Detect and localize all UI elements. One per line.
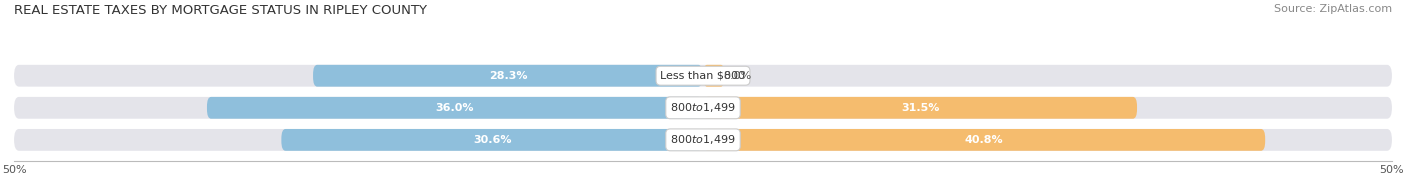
Text: 28.3%: 28.3% <box>489 71 527 81</box>
Text: 0.0%: 0.0% <box>724 71 752 81</box>
FancyBboxPatch shape <box>703 129 1265 151</box>
Text: 36.0%: 36.0% <box>436 103 474 113</box>
FancyBboxPatch shape <box>314 65 703 87</box>
FancyBboxPatch shape <box>14 65 1392 87</box>
FancyBboxPatch shape <box>703 65 724 87</box>
Text: Source: ZipAtlas.com: Source: ZipAtlas.com <box>1274 4 1392 14</box>
Text: 30.6%: 30.6% <box>472 135 512 145</box>
Text: REAL ESTATE TAXES BY MORTGAGE STATUS IN RIPLEY COUNTY: REAL ESTATE TAXES BY MORTGAGE STATUS IN … <box>14 4 427 17</box>
Text: $800 to $1,499: $800 to $1,499 <box>671 133 735 146</box>
FancyBboxPatch shape <box>14 97 1392 119</box>
Text: $800 to $1,499: $800 to $1,499 <box>671 101 735 114</box>
FancyBboxPatch shape <box>703 97 1137 119</box>
FancyBboxPatch shape <box>281 129 703 151</box>
Text: 40.8%: 40.8% <box>965 135 1004 145</box>
FancyBboxPatch shape <box>207 97 703 119</box>
FancyBboxPatch shape <box>14 129 1392 151</box>
Text: 31.5%: 31.5% <box>901 103 939 113</box>
Text: Less than $800: Less than $800 <box>661 71 745 81</box>
